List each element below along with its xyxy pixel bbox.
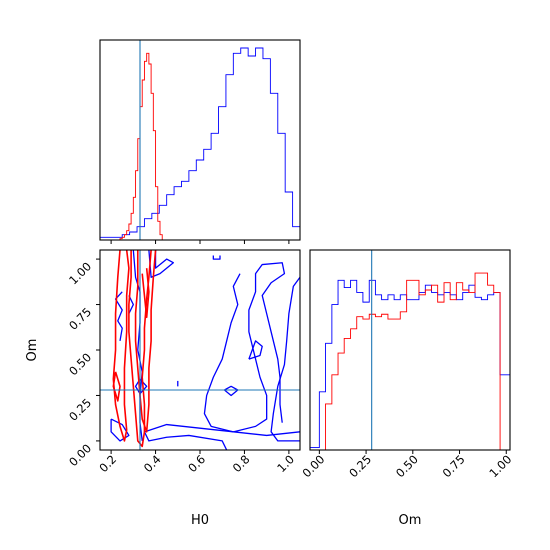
joint-ytick-label-0: 0.00 xyxy=(66,441,94,469)
joint-panel: 0.2 0.4 0.6 0.8 1.0 0.00 0.25 0.50 0.75 1.00 xyxy=(66,249,301,475)
joint-red-contour-1 xyxy=(128,250,152,448)
joint-blue-contour-8 xyxy=(128,295,134,314)
h0-hist-blue-series xyxy=(100,47,300,240)
joint-xtick-label-4: 1.0 xyxy=(274,452,297,475)
h0-histogram-panel xyxy=(99,39,301,244)
joint-xtick-label-2: 0.6 xyxy=(185,452,208,475)
joint-red-contour-2 xyxy=(134,250,157,433)
y-axis-label-om: Om xyxy=(25,339,40,362)
joint-ytick-label-4: 1.00 xyxy=(66,259,94,287)
joint-xtick-label-0: 0.2 xyxy=(96,452,119,475)
joint-blue-contour-4 xyxy=(224,385,239,397)
joint-panel-plot-area xyxy=(100,250,300,450)
joint-blue-contour-1 xyxy=(270,276,300,442)
om-xtick-label-2: 0.50 xyxy=(393,452,421,480)
om-xtick-label-0: 0.00 xyxy=(299,452,327,480)
joint-ytick-label-1: 0.25 xyxy=(66,396,94,424)
x-axis-label-om: Om xyxy=(399,513,422,528)
om-xtick-label-4: 1.00 xyxy=(486,452,514,480)
om-hist-blue-series xyxy=(310,279,510,450)
x-axis-label-h0: H0 xyxy=(191,513,209,528)
joint-ytick-label-2: 0.50 xyxy=(66,350,94,378)
joint-ytick-label-3: 0.75 xyxy=(66,305,94,333)
joint-xtick-label-3: 0.8 xyxy=(230,452,253,475)
joint-blue-contour-6 xyxy=(148,250,174,278)
joint-blue-contour-0 xyxy=(143,423,300,450)
om-histogram-panel: 0.00 0.25 0.50 0.75 1.00 xyxy=(299,249,514,480)
h0-histogram-panel-plot-area xyxy=(100,40,300,240)
joint-blue-contour-3 xyxy=(248,340,263,360)
joint-blue-contour-12 xyxy=(212,255,221,260)
om-histogram-frame xyxy=(309,249,511,451)
joint-blue-contour-2 xyxy=(203,262,286,433)
om-xtick-label-3: 0.75 xyxy=(440,452,468,480)
om-histogram-panel-plot-area xyxy=(310,250,510,450)
om-xtick-label-1: 0.25 xyxy=(346,452,374,480)
joint-red-contour-4 xyxy=(112,371,121,402)
om-hist-red-series xyxy=(310,272,510,450)
joint-red-contour-0 xyxy=(112,250,130,442)
joint-xtick-label-1: 0.4 xyxy=(141,452,164,475)
joint-red-contour-3 xyxy=(141,268,150,319)
